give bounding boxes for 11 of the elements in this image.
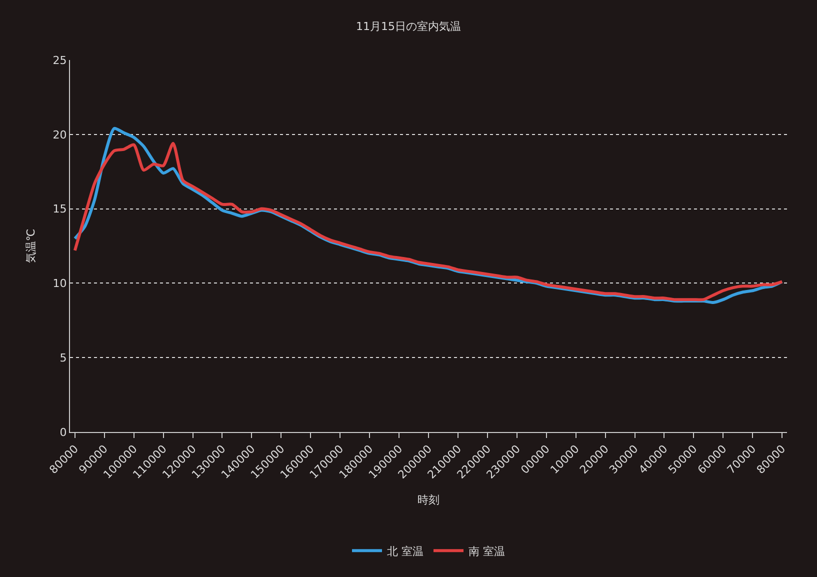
y-tick-label: 0: [60, 426, 67, 439]
legend-label: 北 室温: [387, 544, 424, 558]
y-tick-label: 15: [52, 202, 67, 216]
legend-label: 南 室温: [468, 544, 505, 558]
y-tick-label: 20: [52, 128, 67, 142]
y-tick-label: 10: [52, 277, 67, 290]
chart-title: 11月15日の室内気温: [356, 20, 461, 33]
y-tick-label: 5: [60, 351, 67, 364]
y-tick-label: 25: [52, 54, 67, 67]
x-axis-title: 時刻: [418, 494, 440, 507]
y-axis-title: 気温℃: [24, 228, 38, 264]
